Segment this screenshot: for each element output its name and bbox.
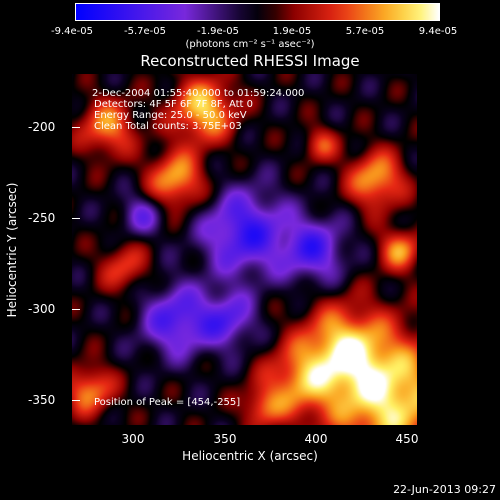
colorbar-tick: -5.7e-05	[124, 26, 166, 37]
y-tick-mark	[72, 400, 80, 401]
rhessi-image-map	[72, 74, 417, 425]
colorbar-tick: -9.4e-05	[51, 26, 93, 37]
y-axis-label: Heliocentric Y (arcsec)	[5, 182, 19, 318]
method-annotation: Clean Total counts: 3.75E+03	[94, 121, 242, 132]
generation-date: 22-Jun-2013 09:27	[393, 483, 496, 496]
y-tick: -250	[28, 211, 56, 225]
y-tick-mark	[72, 218, 80, 219]
x-tick: 400	[304, 432, 328, 446]
energy-annotation: Energy Range: 25.0 - 50.0 keV	[94, 110, 247, 121]
y-tick-mark	[72, 127, 80, 128]
colorbar-tick: 9.4e-05	[418, 26, 458, 37]
image-title: Reconstructed RHESSI Image	[140, 52, 360, 70]
x-tick: 350	[213, 432, 237, 446]
rhessi-image-plot: 2-Dec-2004 01:55:40.000 to 01:59:24.000 …	[72, 74, 417, 425]
colorbar-tick: 1.9e-05	[272, 26, 312, 37]
x-tick: 450	[395, 432, 419, 446]
y-tick: -350	[28, 393, 56, 407]
peak-position-annotation: Position of Peak = [454,-255]	[94, 397, 241, 408]
detectors-annotation: Detectors: 4F 5F 6F 7F 8F, Att 0	[94, 99, 254, 110]
colorbar-tick: -1.9e-05	[197, 26, 239, 37]
x-axis-label: Heliocentric X (arcsec)	[182, 449, 318, 463]
colorbar-tick: 5.7e-05	[345, 26, 385, 37]
x-tick: 300	[121, 432, 145, 446]
y-tick: -200	[28, 120, 56, 134]
y-tick-mark	[72, 309, 80, 310]
y-tick: -300	[28, 302, 56, 316]
colorbar	[75, 3, 440, 21]
time-range-annotation: 2-Dec-2004 01:55:40.000 to 01:59:24.000	[92, 88, 305, 99]
colorbar-units: (photons cm⁻² s⁻¹ asec⁻²)	[185, 39, 315, 50]
